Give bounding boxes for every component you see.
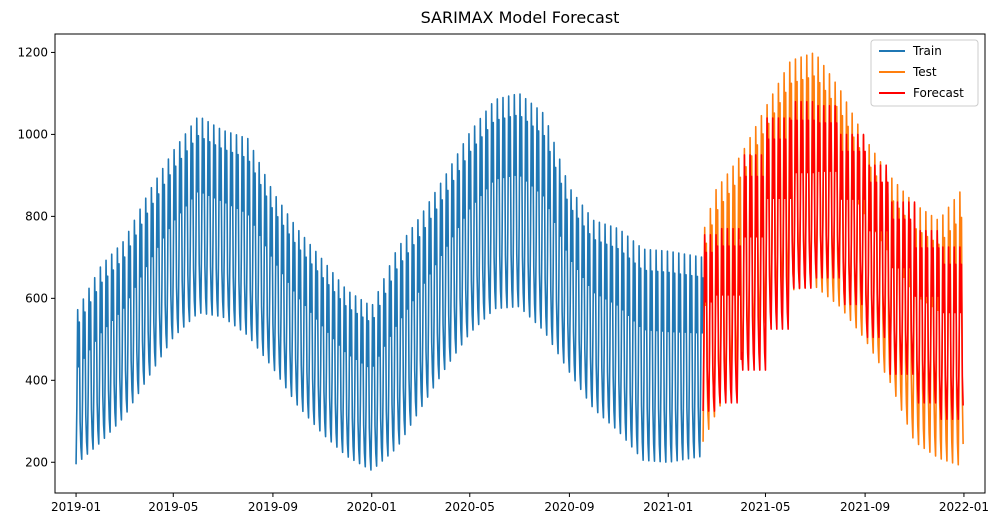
y-tick-label: 1200	[17, 45, 48, 59]
x-tick-label: 2021-05	[740, 500, 790, 514]
x-tick-label: 2019-05	[148, 500, 198, 514]
chart-title: SARIMAX Model Forecast	[421, 8, 620, 27]
y-tick-label: 400	[25, 373, 48, 387]
y-tick-label: 1000	[17, 127, 48, 141]
series-line-forecast	[702, 100, 964, 421]
x-tick-label: 2019-09	[248, 500, 298, 514]
legend-label-train: Train	[912, 44, 942, 58]
x-tick-label: 2020-01	[347, 500, 397, 514]
plot-frame	[54, 33, 986, 494]
y-tick-label: 200	[25, 455, 48, 469]
axes-layer: 2019-01 2019-05 2019-09 2020-01 2020-05 2020-…	[17, 33, 989, 514]
x-tick-label: 2022-01	[939, 500, 989, 514]
legend-label-forecast: Forecast	[913, 86, 964, 100]
y-tick-label: 600	[25, 291, 48, 305]
x-tick-label: 2020-05	[445, 500, 495, 514]
x-tick-label: 2019-01	[51, 500, 101, 514]
y-tick-label: 800	[25, 209, 48, 223]
series-layer	[75, 52, 964, 471]
legend: Train Test Forecast	[870, 39, 979, 107]
legend-box	[870, 39, 979, 107]
series-line-train	[75, 93, 704, 471]
x-tick-label: 2021-01	[643, 500, 693, 514]
x-tick-label: 2020-09	[544, 500, 594, 514]
x-tick-label: 2021-09	[840, 500, 890, 514]
legend-label-test: Test	[912, 65, 937, 79]
